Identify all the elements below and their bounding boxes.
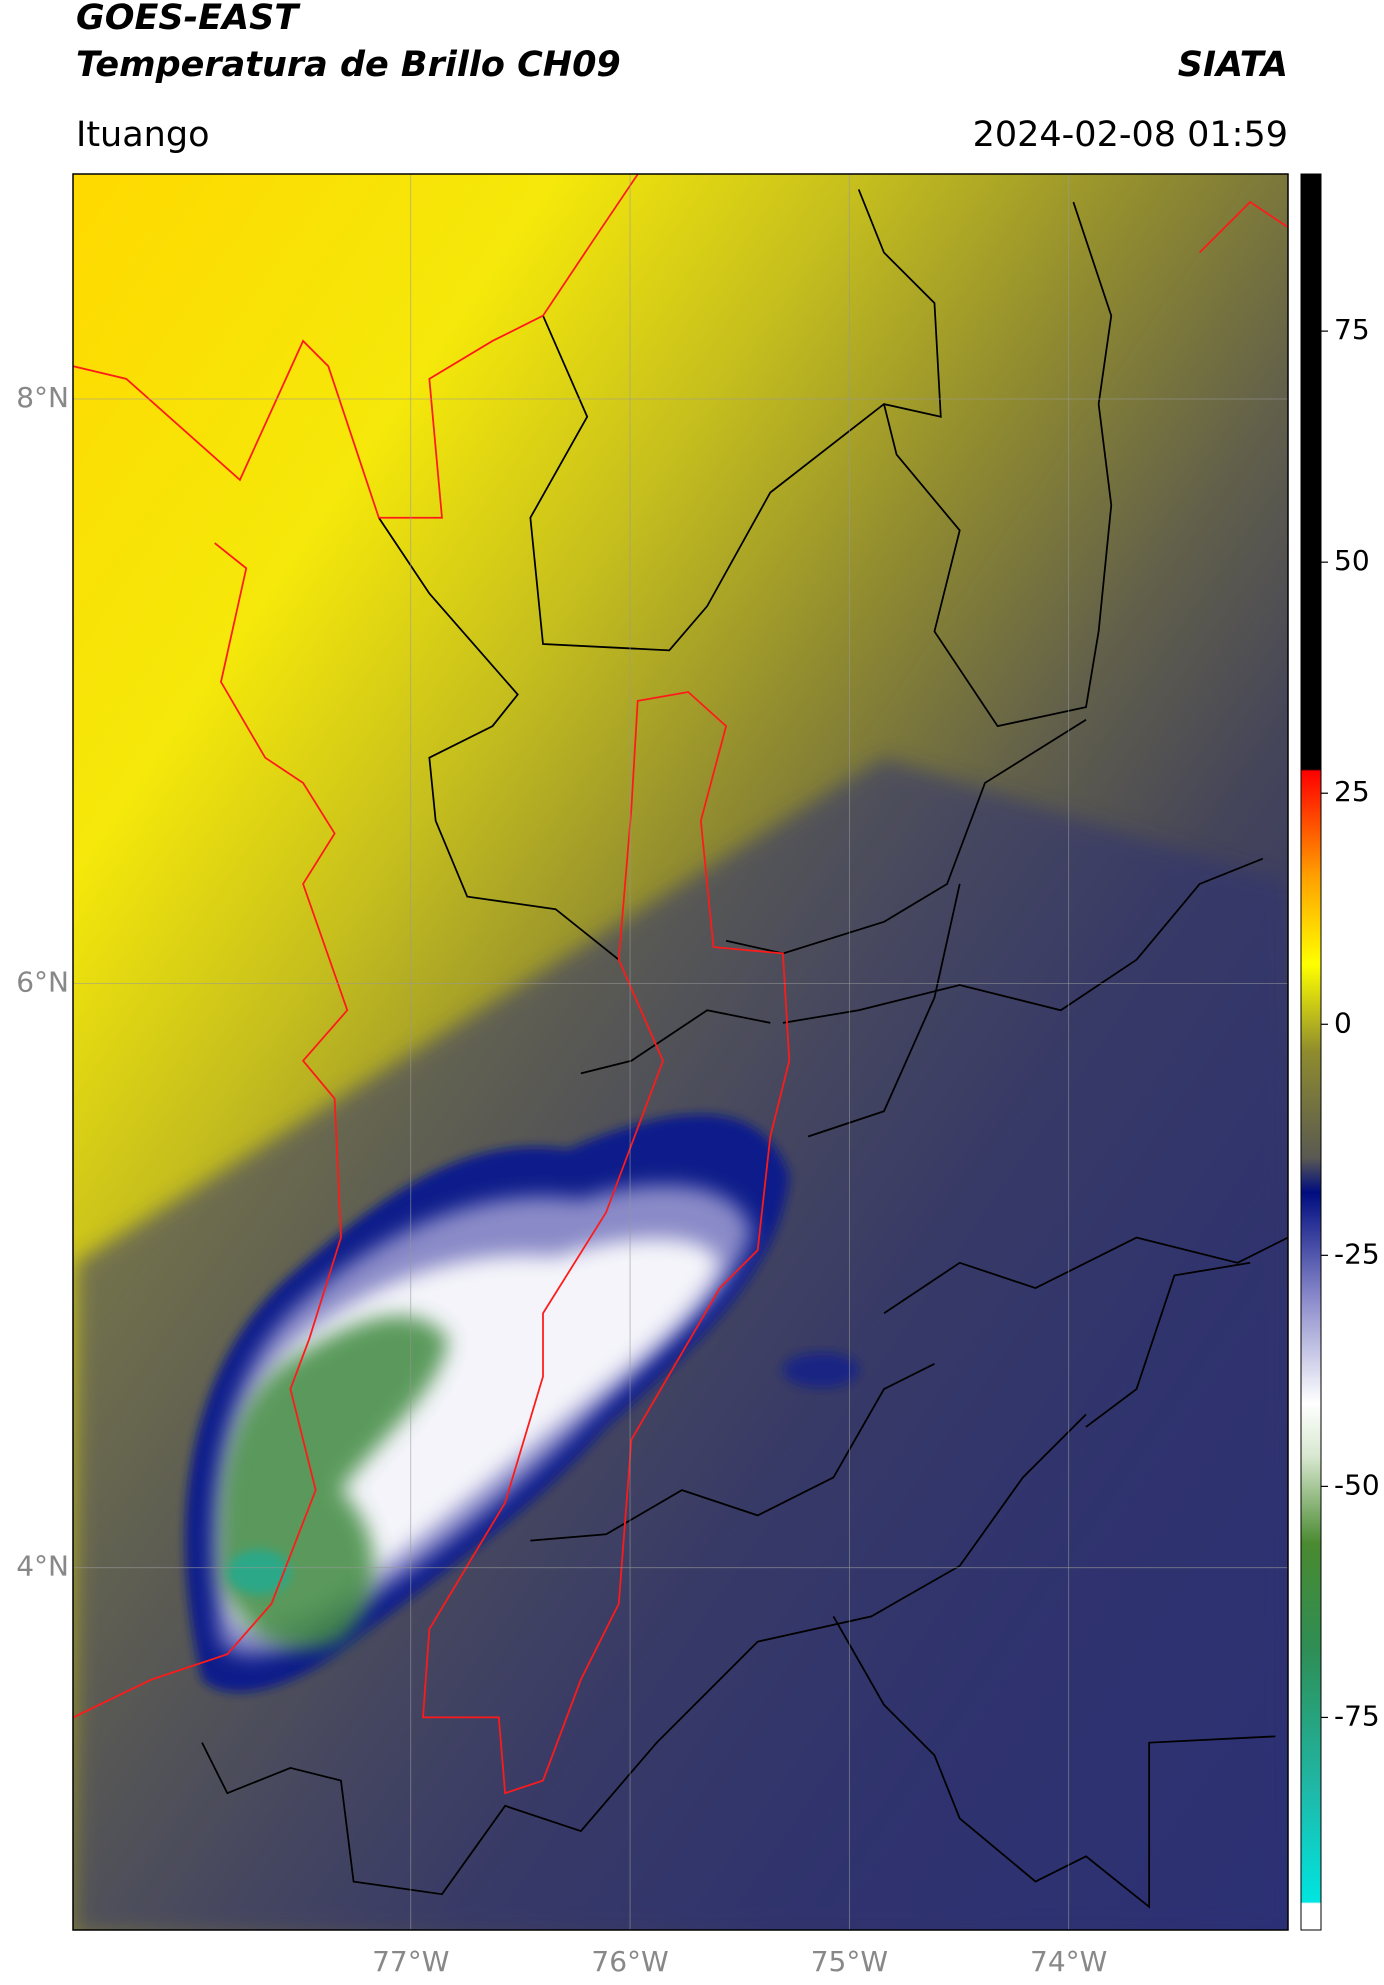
colorbar-tick-label: 75 — [1334, 313, 1370, 346]
title: GOES-EAST — [76, 0, 301, 38]
subtitle: Temperatura de Brillo CH09 — [76, 45, 621, 85]
lon-label: 76°W — [591, 1945, 668, 1978]
colorbar-tick-label: 25 — [1334, 775, 1370, 808]
colorbar-tick-label: -50 — [1334, 1468, 1380, 1501]
lon-label: 77°W — [372, 1945, 449, 1978]
lat-label: 6°N — [16, 965, 69, 998]
colorbar-tick-label: -75 — [1334, 1699, 1380, 1732]
colorbar-tick-label: -25 — [1334, 1237, 1380, 1270]
lon-label: 74°W — [1030, 1945, 1107, 1978]
lon-label: 75°W — [811, 1945, 888, 1978]
cloud — [75, 757, 1288, 1930]
lat-label: 8°N — [16, 381, 69, 414]
colorbar-tick-label: 50 — [1334, 544, 1370, 577]
colorbar — [1300, 173, 1322, 1931]
lat-label: 4°N — [16, 1550, 69, 1583]
location: Ituango — [76, 115, 210, 155]
satellite-image — [73, 174, 1288, 1930]
colorbar-tick-label: 0 — [1334, 1006, 1352, 1039]
agency: SIATA — [1178, 45, 1288, 85]
graticule — [73, 174, 1288, 1930]
timestamp: 2024-02-08 01:59 — [973, 115, 1288, 155]
map-frame — [72, 173, 1289, 1931]
